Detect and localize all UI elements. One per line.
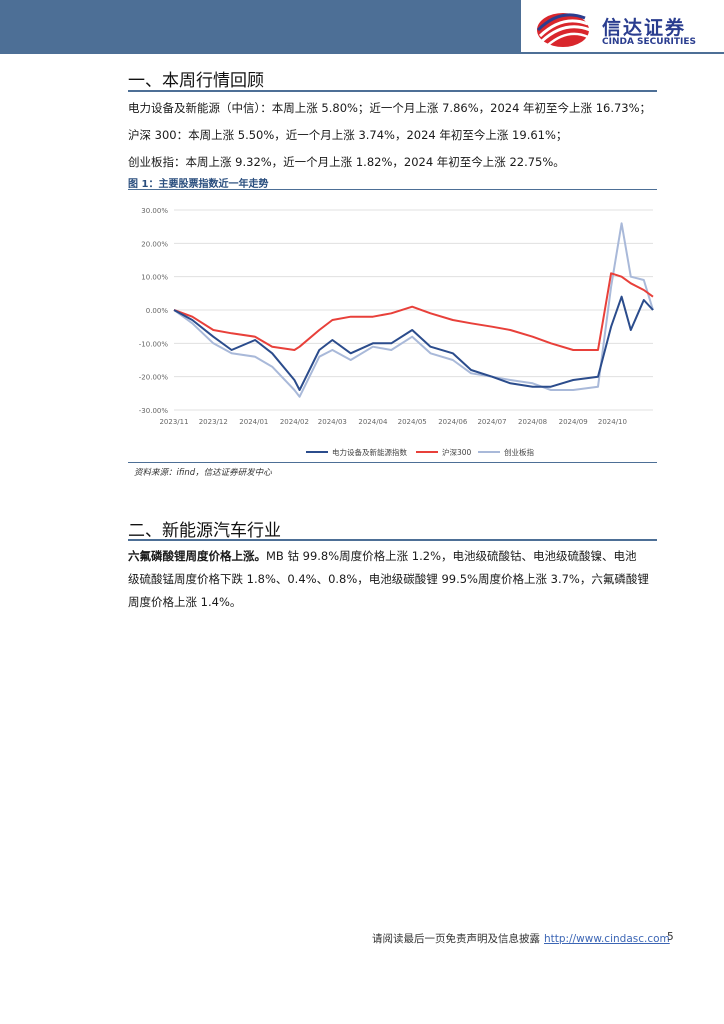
- y-tick-label: -10.00%: [139, 340, 169, 348]
- market-line-power-equipment: 电力设备及新能源（中信）：本周上涨 5.80%；近一个月上涨 7.86%，202…: [128, 101, 652, 115]
- x-tick-label: 2024/08: [518, 418, 547, 426]
- series-line: [173, 222, 654, 398]
- y-tick-label: 0.00%: [146, 307, 169, 315]
- section-1-title: 一、本周行情回顾: [128, 71, 264, 91]
- x-tick-label: 2024/01: [239, 418, 268, 426]
- y-tick-label: 30.00%: [141, 207, 168, 215]
- logo-chinese-text: 信达证券: [602, 17, 687, 39]
- section-2-title: 二、新能源汽车行业: [128, 521, 281, 541]
- series-line: [173, 295, 654, 391]
- header-band: [0, 0, 521, 52]
- section-2-underline: [128, 539, 657, 541]
- x-tick-label: 2023/12: [199, 418, 228, 426]
- header-rule: [0, 52, 724, 54]
- x-tick-label: 2024/05: [398, 418, 427, 426]
- page-number: 5: [667, 931, 674, 943]
- x-tick-label: 2024/04: [358, 418, 388, 426]
- legend-label: 沪深300: [442, 447, 472, 457]
- y-tick-label: 10.00%: [141, 274, 168, 282]
- market-line-csi300: 沪深 300：本周上涨 5.50%，近一个月上涨 3.74%，2024 年初至今…: [128, 128, 568, 142]
- legend-label: 创业板指: [504, 447, 534, 457]
- figure-bottom-rule: [128, 462, 657, 463]
- figure-1-title: 图 1：主要股票指数近一年走势: [128, 179, 269, 190]
- x-tick-label: 2024/02: [280, 418, 309, 426]
- chart-svg: 30.00% 20.00% 10.00% 0.00% -10.00% -20.00% -30…: [139, 207, 654, 457]
- series-line: [173, 272, 654, 351]
- nev-paragraph-lead: 六氟磷酸锂周度价格上涨。: [128, 549, 266, 563]
- section-1-underline: [128, 90, 657, 92]
- x-tick-label: 2024/03: [318, 418, 347, 426]
- nev-paragraph-line-3: 周度价格上涨 1.4%。: [128, 595, 242, 609]
- footer-website-link[interactable]: http://www.cindasc.com: [544, 933, 670, 945]
- x-tick-label: 2024/10: [598, 418, 627, 426]
- index-trend-chart: 30.00% 20.00% 10.00% 0.00% -10.00% -20.00% -30…: [128, 194, 657, 462]
- y-tick-label: -20.00%: [139, 374, 169, 382]
- logo-english-text: CINDA SECURITIES: [602, 37, 696, 47]
- x-tick-label: 2024/06: [438, 418, 468, 426]
- x-tick-label: 2024/09: [559, 418, 588, 426]
- figure-top-rule: [128, 189, 657, 190]
- footer-disclaimer-text: 请阅读最后一页免责声明及信息披露: [372, 933, 540, 945]
- legend-label: 电力设备及新能源指数: [332, 447, 407, 457]
- y-tick-label: 20.00%: [141, 240, 168, 248]
- y-tick-label: -30.00%: [139, 407, 169, 415]
- nev-paragraph-line-1-rest: MB 钴 99.8%周度价格上涨 1.2%，电池级硫酸钴、电池级硫酸镍、电池: [266, 549, 637, 563]
- nev-paragraph-line-1: 六氟磷酸锂周度价格上涨。MB 钴 99.8%周度价格上涨 1.2%，电池级硫酸钴…: [128, 546, 658, 566]
- figure-source: 资料来源：ifind，信达证券研发中心: [134, 468, 272, 478]
- footer-disclaimer: 请阅读最后一页免责声明及信息披露 http://www.cindasc.com: [372, 931, 670, 946]
- cinda-logo: 信达证券 CINDA SECURITIES: [530, 10, 720, 50]
- cinda-globe-icon: [536, 13, 591, 47]
- x-tick-label: 2023/11: [159, 418, 188, 426]
- x-tick-label: 2024/07: [477, 418, 506, 426]
- nev-paragraph-line-2: 级硫酸锰周度价格下跌 1.8%、0.4%、0.8%，电池级碳酸锂 99.5%周度…: [128, 572, 649, 586]
- market-line-chinext: 创业板指：本周上涨 9.32%，近一个月上涨 1.82%，2024 年初至今上涨…: [128, 155, 565, 169]
